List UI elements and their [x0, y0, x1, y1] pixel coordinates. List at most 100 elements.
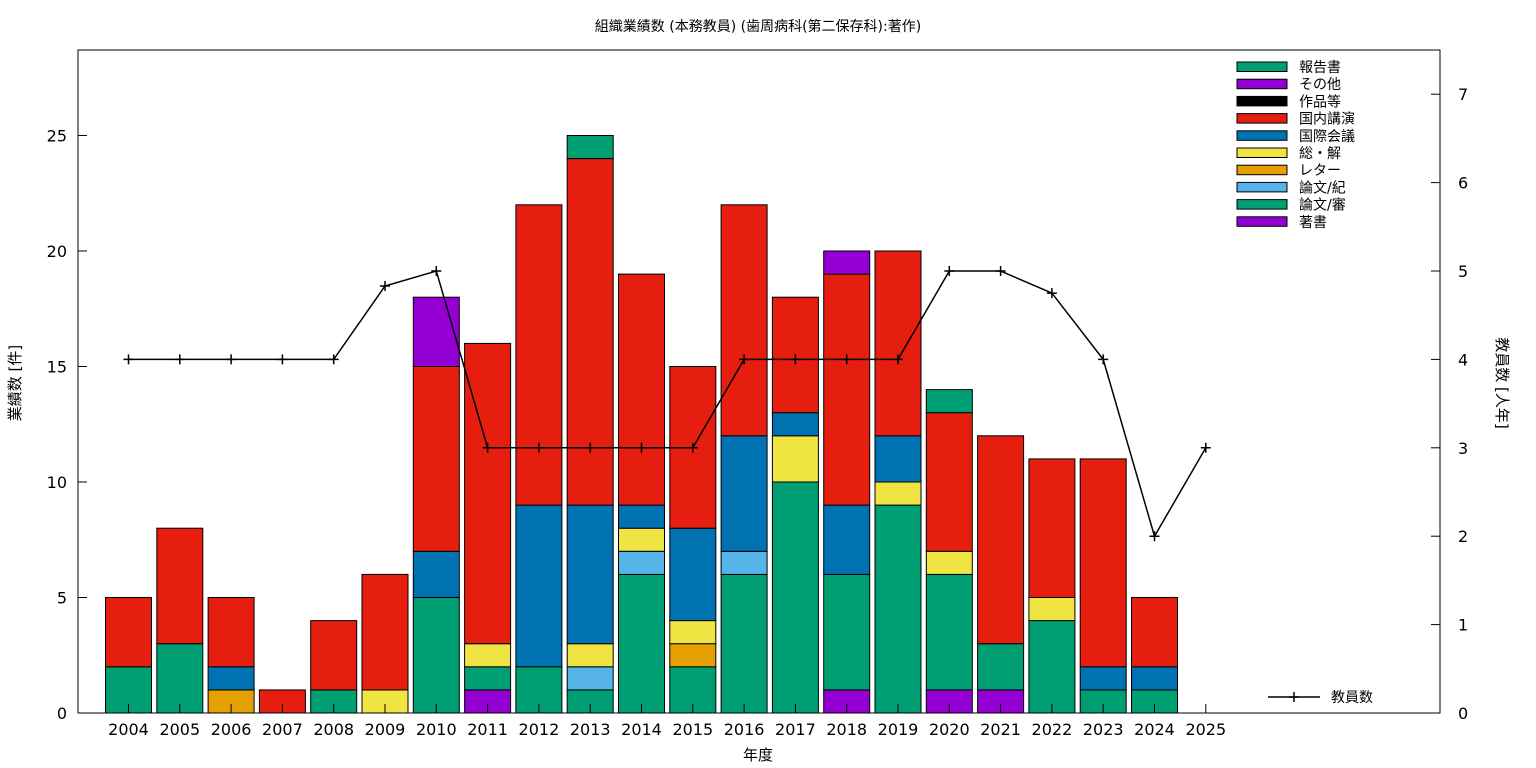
- x-tick-label: 2010: [416, 720, 457, 739]
- faculty-line-point: [226, 354, 237, 365]
- faculty-line-point: [893, 354, 903, 365]
- bar-segment: [823, 504, 871, 575]
- bar-segment: [977, 435, 1025, 645]
- y2-tick-label: 7: [1458, 85, 1468, 104]
- x-tick-label: 2009: [365, 720, 406, 739]
- faculty-line-point: [380, 281, 390, 292]
- x-tick-label: 2023: [1083, 720, 1124, 739]
- bar-segment: [515, 504, 563, 668]
- bar-segment: [771, 481, 819, 714]
- legend-label: 国際会議: [1299, 128, 1355, 145]
- bar-segment: [464, 342, 512, 645]
- x-tick-label: 2011: [467, 720, 508, 739]
- bar-segment: [566, 666, 614, 691]
- bar-segment: [618, 527, 665, 552]
- bar-segment: [925, 412, 973, 552]
- x-tick-label: 2012: [519, 720, 560, 739]
- bar-segment: [874, 250, 922, 437]
- bar-segment: [1028, 620, 1076, 714]
- bar-segment: [720, 435, 768, 552]
- x-tick-label: 2004: [108, 720, 149, 739]
- faculty-line-point: [482, 442, 493, 453]
- faculty-line-point: [123, 354, 134, 365]
- bar-segment: [412, 296, 460, 368]
- legend-label: レター: [1299, 163, 1341, 179]
- bar-segment: [823, 250, 871, 275]
- y2-tick-label: 0: [1458, 704, 1468, 723]
- bar-segment: [618, 504, 665, 529]
- y2-tick-label: 4: [1458, 350, 1468, 369]
- y-axis-label: 業績数 [件]: [6, 345, 24, 421]
- bar-segment: [771, 435, 819, 483]
- x-tick-label: 2024: [1134, 720, 1175, 739]
- x-tick-label: 2005: [159, 720, 200, 739]
- bar-segment: [1079, 666, 1127, 691]
- bar-segment: [207, 666, 255, 691]
- faculty-line-point: [174, 354, 185, 365]
- x-tick-label: 2018: [826, 720, 867, 739]
- bar-segment: [720, 573, 768, 714]
- bar-segment: [669, 643, 717, 668]
- faculty-line-point: [328, 354, 339, 365]
- y2-tick-label: 1: [1458, 616, 1468, 635]
- y-tick-label: 20: [47, 242, 67, 261]
- x-tick-label: 2020: [929, 720, 970, 739]
- legend-swatch: [1236, 199, 1288, 210]
- bar-segment: [771, 412, 819, 437]
- bar-segment: [874, 504, 922, 714]
- faculty-line-point: [1149, 531, 1160, 542]
- faculty-line-point: [533, 442, 544, 453]
- x-tick-label: 2015: [672, 720, 713, 739]
- chart-title: 組織業績数 (本務教員) (歯周病科(第二保存科):著作): [595, 18, 921, 35]
- bar-segment: [412, 550, 460, 598]
- faculty-line-point: [1200, 442, 1211, 453]
- x-axis-label: 年度: [743, 746, 773, 764]
- legend-label: 報告書: [1299, 60, 1341, 76]
- faculty-line-path: [128, 270, 1207, 539]
- x-tick-label: 2006: [211, 720, 252, 739]
- faculty-line-point: [739, 354, 750, 365]
- legend-swatch: [1236, 130, 1288, 141]
- faculty-line-point: [995, 266, 1006, 276]
- bar-segment: [1131, 597, 1178, 668]
- faculty-line-point: [585, 442, 596, 453]
- x-tick-label: 2014: [621, 720, 662, 739]
- bar-segment: [823, 273, 871, 506]
- legend-swatch: [1236, 113, 1288, 124]
- bar-segment: [566, 504, 614, 645]
- x-tick-label: 2022: [1032, 720, 1073, 739]
- bar-segment: [1028, 597, 1076, 622]
- y-tick-label: 10: [47, 473, 67, 492]
- bar-segment: [874, 481, 922, 506]
- bar-segment: [874, 435, 922, 483]
- bar-segment: [412, 366, 460, 552]
- bar-segment: [669, 620, 717, 645]
- legend-line-marker: [1289, 692, 1299, 702]
- bar-segment: [207, 597, 255, 668]
- legend-label: 論文/審: [1299, 198, 1346, 214]
- bar-segment: [361, 573, 409, 691]
- y-tick-label: 5: [57, 588, 67, 607]
- bar-segment: [105, 597, 152, 668]
- legend-label: 国内講演: [1299, 112, 1355, 128]
- bar-segment: [925, 389, 973, 414]
- legend-label: 作品等: [1299, 93, 1341, 110]
- bar-segment: [515, 204, 563, 506]
- y2-tick-label: 3: [1458, 439, 1468, 458]
- legend-swatch: [1236, 61, 1288, 72]
- x-tick-label: 2019: [878, 720, 919, 739]
- bar-segment: [977, 643, 1025, 691]
- faculty-line-point: [277, 354, 288, 365]
- faculty-line-point: [636, 442, 647, 453]
- legend-swatch: [1236, 216, 1288, 227]
- legend-label: 著書: [1299, 215, 1327, 231]
- bar-segment: [566, 643, 614, 668]
- bar-segment: [310, 620, 358, 691]
- y-tick-label: 15: [47, 357, 67, 376]
- bar-segment: [618, 273, 665, 506]
- x-tick-label: 2007: [262, 720, 303, 739]
- bar-segment: [412, 597, 460, 714]
- faculty-line-point: [841, 354, 852, 365]
- legend-swatch: [1236, 95, 1288, 107]
